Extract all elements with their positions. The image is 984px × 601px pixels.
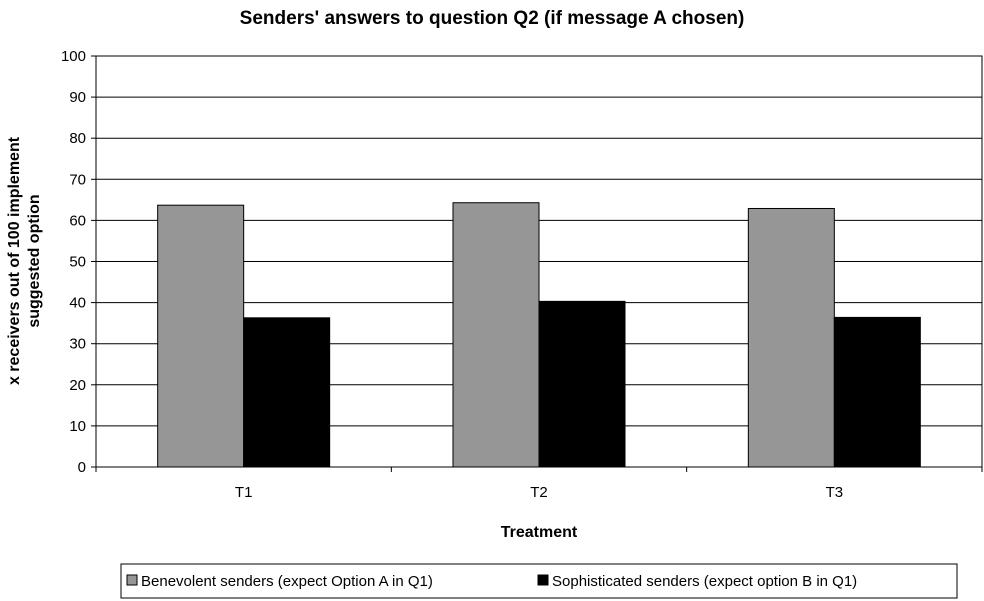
x-tick-label: T1: [235, 484, 253, 501]
y-tick-label: 90: [69, 89, 86, 106]
y-tick-label: 40: [69, 295, 86, 312]
y-axis-title-line-1: x receivers out of 100 implement: [6, 136, 23, 385]
x-axis-title: Treatment: [501, 524, 578, 541]
chart-title: Senders' answers to question Q2 (if mess…: [240, 8, 745, 29]
legend-label-benevolent: Benevolent senders (expect Option A in Q…: [141, 573, 433, 590]
bar-sophisticated: [833, 316, 921, 468]
y-axis: 0 10 20 30 40 50 60 70 80 90 100: [61, 48, 96, 476]
y-tick-label: 60: [69, 212, 86, 229]
y-tick-label: 0: [78, 459, 86, 476]
bar-sophisticated: [538, 300, 626, 468]
x-tick-label: T2: [530, 484, 548, 501]
y-tick-label: 20: [69, 377, 86, 394]
legend: Benevolent senders (expect Option A in Q…: [120, 563, 958, 599]
x-axis: T1 T2 T3: [95, 467, 983, 501]
bar-benevolent: [157, 204, 245, 468]
y-tick-label: 50: [69, 254, 86, 271]
legend-swatch-benevolent: [126, 574, 138, 586]
bars: [157, 202, 921, 468]
y-axis-title-line-2: suggested option: [26, 194, 43, 327]
y-tick-label: 100: [61, 48, 86, 65]
bar-sophisticated: [243, 317, 331, 468]
x-tick-label: T3: [826, 484, 844, 501]
y-tick-label: 10: [69, 418, 86, 435]
legend-label-sophisticated: Sophisticated senders (expect option B i…: [552, 573, 857, 590]
y-tick-label: 80: [69, 130, 86, 147]
bar-benevolent: [747, 207, 835, 468]
y-tick-label: 70: [69, 171, 86, 188]
bar-benevolent: [452, 202, 540, 468]
legend-swatch-sophisticated: [537, 574, 549, 586]
y-axis-title: x receivers out of 100 implement suggest…: [6, 136, 43, 385]
y-tick-label: 30: [69, 336, 86, 353]
